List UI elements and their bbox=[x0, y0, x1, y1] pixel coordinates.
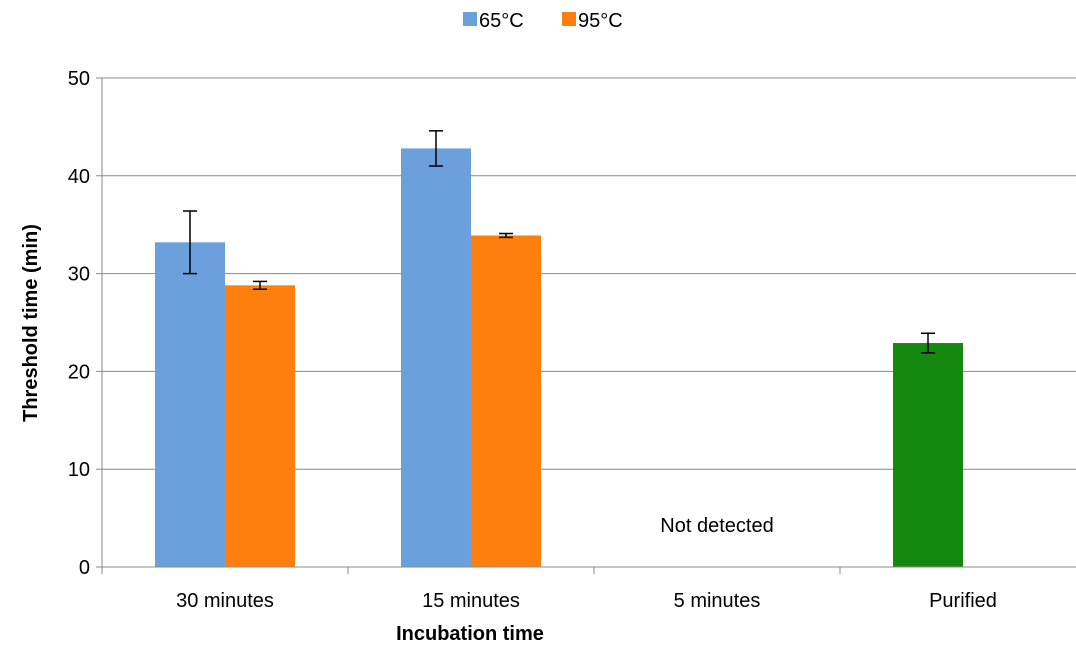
y-tick-label: 50 bbox=[68, 68, 90, 90]
y-tick-label: 10 bbox=[68, 459, 90, 481]
y-tick-label: 40 bbox=[68, 166, 90, 188]
error-bars bbox=[183, 130, 935, 354]
bar bbox=[471, 235, 541, 567]
x-category-label: 30 minutes bbox=[176, 590, 274, 612]
y-axis-tick-labels: 0 10 20 30 40 50 bbox=[68, 68, 90, 579]
bar bbox=[893, 343, 963, 567]
y-axis-title: Threshold time (min) bbox=[20, 224, 42, 422]
bars bbox=[155, 148, 963, 567]
x-axis bbox=[96, 78, 1076, 574]
x-axis-title: Incubation time bbox=[396, 623, 544, 645]
y-tick-label: 0 bbox=[79, 557, 90, 579]
annotation-not-detected: Not detected bbox=[660, 515, 773, 537]
x-category-label: 5 minutes bbox=[674, 590, 761, 612]
x-category-label: 15 minutes bbox=[422, 590, 520, 612]
legend-label-65c: 65°C bbox=[479, 10, 524, 32]
bar bbox=[155, 242, 225, 567]
legend-label-95c: 95°C bbox=[578, 10, 623, 32]
y-tick-label: 20 bbox=[68, 361, 90, 383]
bar bbox=[401, 148, 471, 567]
y-tick-label: 30 bbox=[68, 264, 90, 286]
x-axis-category-labels: 30 minutes 15 minutes 5 minutes Purified bbox=[176, 590, 997, 612]
annotations: Not detected bbox=[660, 515, 773, 537]
legend-swatch-95c bbox=[562, 12, 576, 26]
legend: 65°C 95°C bbox=[463, 10, 623, 32]
legend-swatch-65c bbox=[463, 12, 477, 26]
x-category-label: Purified bbox=[929, 590, 997, 612]
bar bbox=[225, 285, 295, 567]
